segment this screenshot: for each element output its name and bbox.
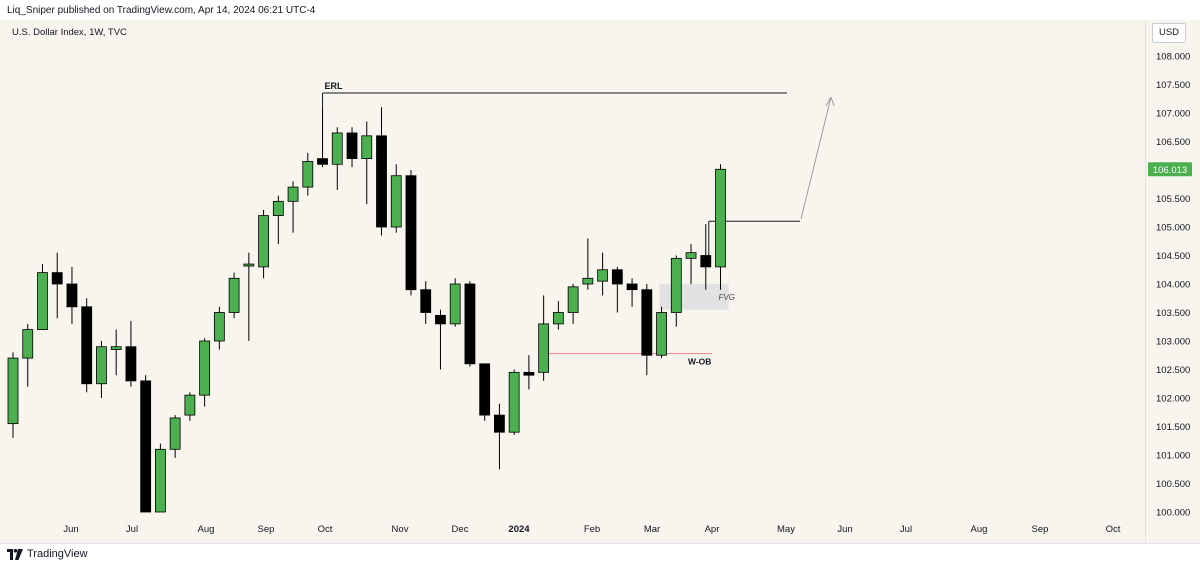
candle-bull — [685, 252, 697, 259]
candle-bear — [51, 272, 63, 285]
y-tick-label: 106.500 — [1156, 137, 1190, 148]
candle-bull — [656, 312, 667, 356]
x-tick-label: Dec — [452, 524, 469, 535]
y-tick-label: 107.500 — [1156, 80, 1190, 91]
candle-bear — [435, 314, 446, 325]
y-tick-label: 105.000 — [1156, 223, 1190, 234]
candle-bull — [272, 200, 284, 217]
candle-bull — [22, 329, 34, 359]
candle-bear — [494, 414, 505, 433]
candle-bear — [81, 306, 93, 385]
candle-bull — [582, 277, 594, 285]
candle-bear — [125, 346, 137, 382]
candle-bull — [331, 132, 343, 165]
candle-bull — [597, 269, 608, 282]
y-tick-label: 103.000 — [1156, 337, 1190, 348]
x-tick-label: Apr — [705, 524, 720, 535]
x-tick-label: Sep — [1032, 524, 1049, 535]
projection-arrow-head — [825, 96, 835, 107]
tradingview-logo-icon — [7, 548, 23, 560]
currency-selector[interactable]: USD — [1152, 23, 1186, 43]
candle-bull — [199, 340, 211, 396]
x-tick-label: May — [777, 524, 795, 535]
candle-bear — [376, 135, 387, 228]
candle-bear — [317, 158, 328, 165]
candle-bear — [700, 255, 712, 268]
candle-bear — [346, 132, 358, 159]
x-tick-label: Oct — [1106, 524, 1121, 535]
last-price-label: 106.013 — [1153, 165, 1187, 176]
x-tick-label: Jul — [126, 524, 138, 535]
candle-bull — [213, 312, 225, 342]
candle-bear — [420, 289, 432, 313]
y-tick-label: 101.500 — [1156, 422, 1190, 433]
candle-bull — [287, 186, 299, 202]
fvg-label: FVG — [719, 293, 735, 302]
candle-bull — [715, 168, 726, 268]
x-tick-label: 2024 — [508, 524, 530, 535]
footer-brand-label: TradingView — [27, 548, 88, 560]
x-tick-label: Oct — [318, 524, 333, 535]
candle-bull — [37, 272, 48, 331]
y-tick-label: 103.500 — [1156, 308, 1190, 319]
candle-bull — [552, 312, 564, 325]
candle-bull — [390, 175, 402, 228]
candle-bear — [641, 289, 653, 356]
footer-brand[interactable]: TradingView — [7, 546, 88, 562]
candle-bull — [169, 417, 181, 450]
candle-bull — [567, 286, 579, 313]
x-tick-label: Jun — [837, 524, 852, 535]
candle-bull — [110, 346, 122, 350]
candle-bull — [154, 448, 166, 513]
y-tick-label: 100.000 — [1156, 508, 1190, 519]
candle-bear — [479, 363, 491, 416]
last-price-badge — [1148, 162, 1192, 177]
y-tick-label: 105.500 — [1156, 194, 1190, 205]
candle-bull — [449, 283, 461, 325]
x-tick-label: Feb — [584, 524, 600, 535]
publisher-line: Liq_Sniper published on TradingView.com,… — [7, 5, 316, 16]
x-tick-label: Aug — [971, 524, 988, 535]
candle-bear — [626, 283, 638, 291]
x-tick-label: Mar — [644, 524, 660, 535]
projection-arrow — [800, 96, 832, 220]
candle-bull — [243, 263, 255, 267]
x-tick-label: Jun — [63, 524, 78, 535]
candle-bull — [7, 357, 19, 425]
candle-bear — [523, 371, 535, 376]
y-tick-label: 104.500 — [1156, 251, 1190, 262]
candle-bull — [670, 257, 682, 313]
candle-bull — [258, 215, 269, 268]
y-tick-label: 107.000 — [1156, 109, 1190, 120]
candle-bear — [464, 283, 476, 365]
y-tick-label: 108.000 — [1156, 52, 1190, 63]
candle-bull — [302, 161, 314, 188]
candle-bear — [66, 283, 78, 308]
y-tick-label: 100.500 — [1156, 479, 1190, 490]
candle-bear — [140, 380, 152, 513]
x-tick-label: Nov — [392, 524, 409, 535]
x-tick-label: Sep — [258, 524, 275, 535]
x-tick-label: Jul — [900, 524, 912, 535]
candle-bull — [538, 323, 550, 373]
candle-bull — [228, 277, 240, 313]
candle-bull — [184, 394, 196, 416]
y-tick-label: 102.000 — [1156, 394, 1190, 405]
candle-bear — [611, 269, 623, 285]
w-ob-label: W-OB — [688, 357, 711, 367]
y-tick-label: 101.000 — [1156, 451, 1190, 462]
candle-bull — [361, 135, 373, 160]
candle-bull — [508, 371, 520, 433]
erl-label: ERL — [325, 81, 344, 91]
candle-bear — [405, 175, 417, 291]
y-tick-label: 104.000 — [1156, 280, 1190, 291]
symbol-title[interactable]: U.S. Dollar Index, 1W, TVC — [12, 27, 127, 38]
x-tick-label: Aug — [198, 524, 215, 535]
candle-bull — [96, 346, 107, 385]
y-tick-label: 102.500 — [1156, 365, 1190, 376]
